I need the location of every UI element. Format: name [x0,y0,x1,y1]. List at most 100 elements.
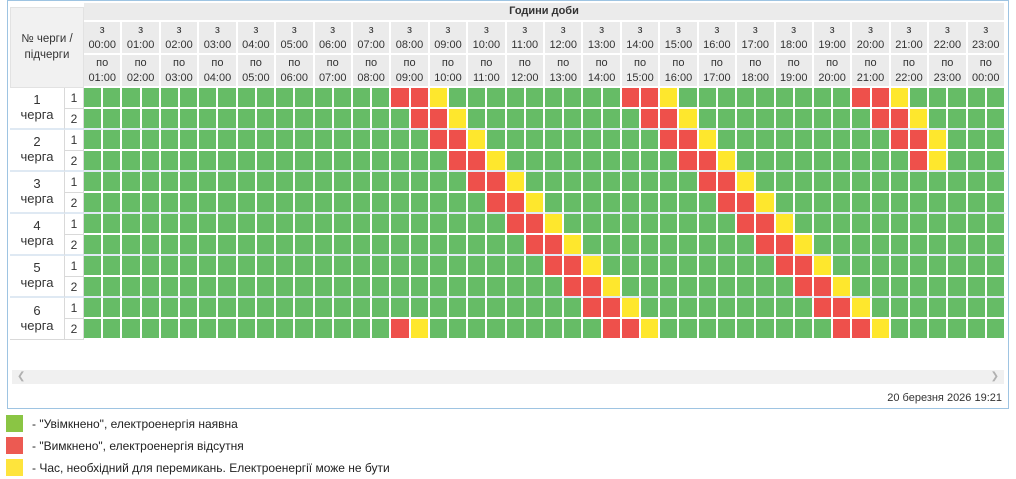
schedule-cell [237,193,257,214]
schedule-cell [256,214,277,235]
schedule-cell [756,256,776,277]
schedule-cell [833,172,853,193]
hour-from-cell: з 10:00 [468,22,507,55]
schedule-cell [218,214,238,235]
schedule-cell [468,109,488,130]
schedule-cell [180,298,200,319]
legend-item-on: - "Увімкнено", електроенергія наявна [6,413,390,434]
schedule-cell [679,298,699,319]
hour-to-cell: по 13:00 [545,55,584,88]
schedule-cell [103,277,123,298]
schedule-cell [333,88,353,109]
schedule-cell [564,88,584,109]
schedule-cell [641,109,661,130]
schedule-cell [525,298,545,319]
subqueue-label: 2 [65,151,84,172]
schedule-cell [160,172,181,193]
schedule-cell [871,214,891,235]
schedule-cell [237,235,257,256]
schedule-cell [871,172,891,193]
schedule-cell [602,172,622,193]
schedule-cell [775,319,795,340]
schedule-cell [775,235,795,256]
schedule-cell [813,277,834,298]
schedule-cell [468,235,488,256]
schedule-cell [775,193,795,214]
schedule-cell [813,214,834,235]
schedule-cell [314,319,334,340]
schedule-cell [122,151,142,172]
schedule-cell [775,109,795,130]
schedule-cell [372,130,392,151]
scroll-left-icon[interactable]: ❮ [17,371,26,382]
schedule-cell [525,256,545,277]
schedule-cell [199,109,219,130]
schedule-cell [468,130,488,151]
schedule-cell [660,88,680,109]
schedule-cell [468,214,488,235]
queue-label: 2 черга [10,130,65,172]
schedule-cell [448,193,469,214]
schedule-cell [237,109,257,130]
schedule-cell [391,214,411,235]
schedule-cell [525,235,545,256]
schedule-cell [468,88,488,109]
schedule-cell [276,319,296,340]
schedule-cell [602,193,622,214]
schedule-cell [448,235,469,256]
schedule-cell [602,277,622,298]
schedule-cell [717,298,738,319]
schedule-cell [237,256,257,277]
schedule-cell [103,214,123,235]
schedule-cell [602,88,622,109]
schedule-cell [237,298,257,319]
schedule-cell [256,277,277,298]
schedule-cell [564,109,584,130]
schedule-cell [929,298,949,319]
schedule-cell [314,109,334,130]
schedule-cell [737,193,757,214]
hour-to-cell: по 03:00 [160,55,200,88]
schedule-cell [890,130,910,151]
schedule-cell [506,214,526,235]
schedule-cell [852,88,872,109]
schedule-cell [737,277,757,298]
hour-from-cell: з 16:00 [698,22,738,55]
schedule-cell [256,193,277,214]
schedule-cell [160,235,181,256]
schedule-cell [813,130,834,151]
schedule-cell [237,172,257,193]
hour-to-cell: по 08:00 [352,55,392,88]
schedule-cell [852,172,872,193]
schedule-cell [506,298,526,319]
legend-text-switching: - Час, необхідний для перемикань. Електр… [32,460,390,475]
schedule-cell [660,298,680,319]
schedule-cell [391,172,411,193]
schedule-cell [410,109,430,130]
schedule-cell [756,151,776,172]
hour-to-cell: по 07:00 [314,55,353,88]
schedule-cell [448,109,469,130]
schedule-cell [429,256,449,277]
schedule-cell [487,298,507,319]
subqueue-label: 1 [65,88,84,109]
schedule-cell [237,319,257,340]
schedule-cell [218,256,238,277]
hour-from-cell: з 02:00 [160,22,200,55]
schedule-cell [545,151,565,172]
schedule-cell [391,130,411,151]
schedule-cell [410,172,430,193]
scroll-right-icon[interactable]: ❯ [990,371,999,382]
schedule-cell [833,130,853,151]
hour-from-cell: з 20:00 [852,22,891,55]
schedule-cell [948,298,968,319]
schedule-cell [794,151,814,172]
schedule-cell [583,193,603,214]
schedule-cell [967,214,987,235]
schedule-cell [948,109,968,130]
schedule-cell [756,319,776,340]
schedule-cell [679,214,699,235]
schedule-cell [372,88,392,109]
horizontal-scrollbar[interactable]: ❮ ❯ [12,370,1004,384]
schedule-cell [564,298,584,319]
